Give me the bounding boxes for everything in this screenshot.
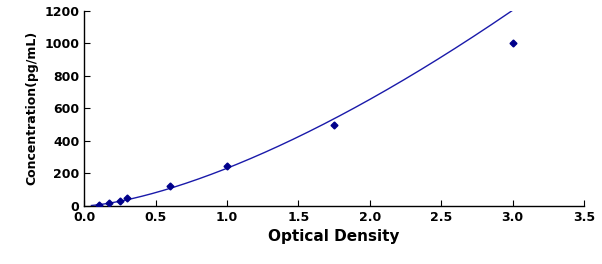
Y-axis label: Concentration(pg/mL): Concentration(pg/mL)	[26, 31, 39, 185]
X-axis label: Optical Density: Optical Density	[268, 229, 400, 244]
